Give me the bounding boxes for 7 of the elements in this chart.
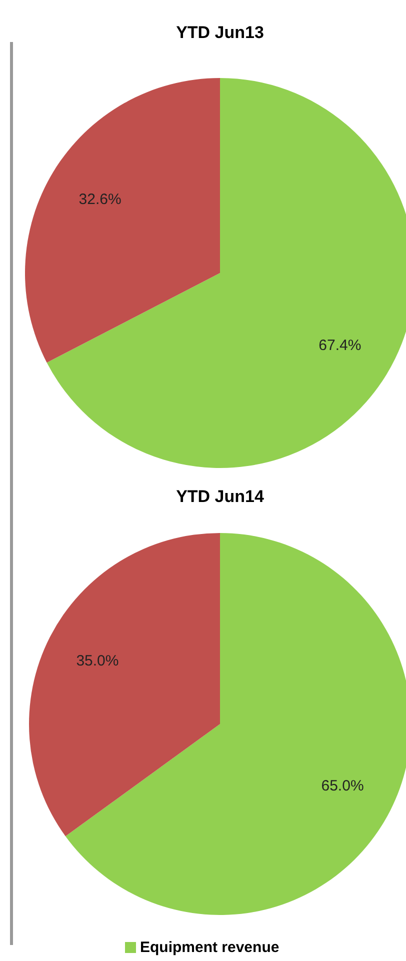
- chart-title: YTD Jun13: [176, 23, 264, 42]
- chart-title: YTD Jun14: [176, 487, 264, 506]
- data-label: 65.0%: [321, 777, 364, 794]
- data-label: 32.6%: [78, 190, 122, 208]
- data-label: 67.4%: [318, 336, 362, 354]
- data-label: 35.0%: [76, 652, 119, 670]
- legend-label: Equipment revenue: [140, 939, 280, 956]
